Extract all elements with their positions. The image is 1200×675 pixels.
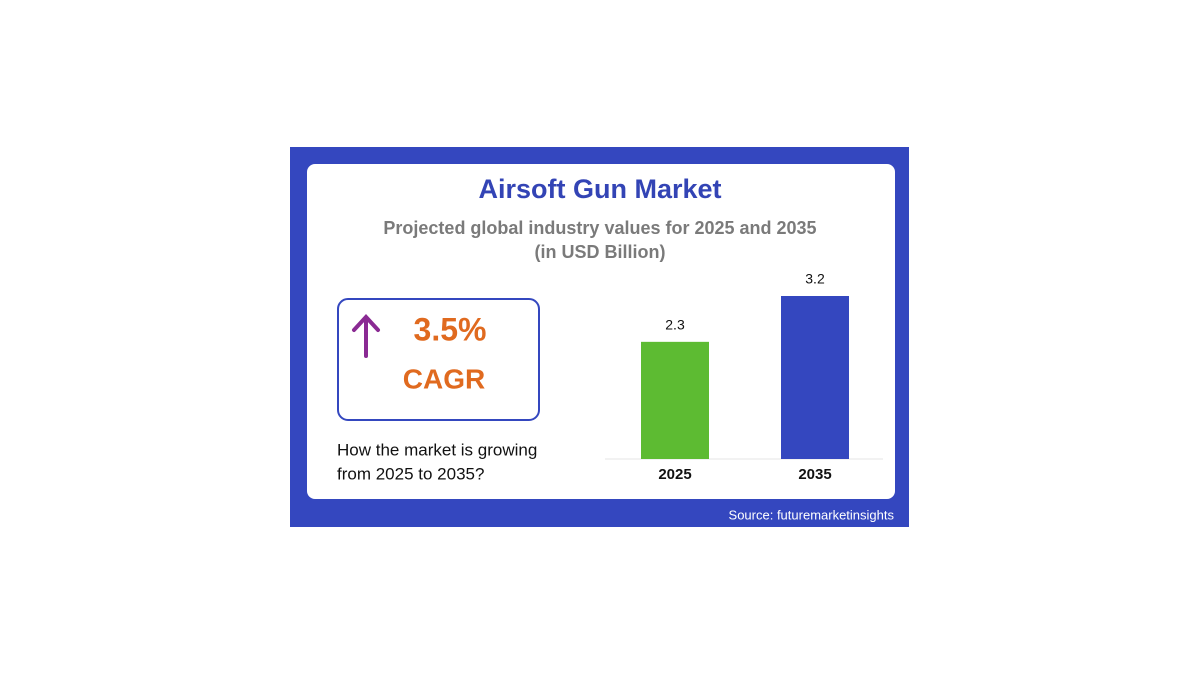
chart-title: Airsoft Gun Market bbox=[478, 174, 721, 204]
bar bbox=[781, 296, 849, 459]
value-label: 2.3 bbox=[665, 317, 685, 333]
cagr-value: 3.5% bbox=[414, 311, 487, 347]
cagr-label: CAGR bbox=[403, 363, 485, 394]
x-tick-label: 2025 bbox=[658, 466, 691, 483]
question-line: How the market is growing bbox=[337, 440, 537, 459]
x-tick-label: 2035 bbox=[798, 466, 831, 483]
value-label: 3.2 bbox=[805, 271, 825, 287]
card bbox=[307, 164, 895, 499]
subtitle: Projected global industry values for 202… bbox=[383, 218, 816, 238]
bar bbox=[641, 341, 709, 459]
unit-note: (in USD Billion) bbox=[535, 242, 666, 262]
source: Source: futuremarketinsights bbox=[729, 507, 895, 522]
up-arrow bbox=[352, 314, 380, 358]
question-line: from 2025 to 2035? bbox=[337, 464, 484, 483]
cagr-box bbox=[337, 298, 540, 421]
